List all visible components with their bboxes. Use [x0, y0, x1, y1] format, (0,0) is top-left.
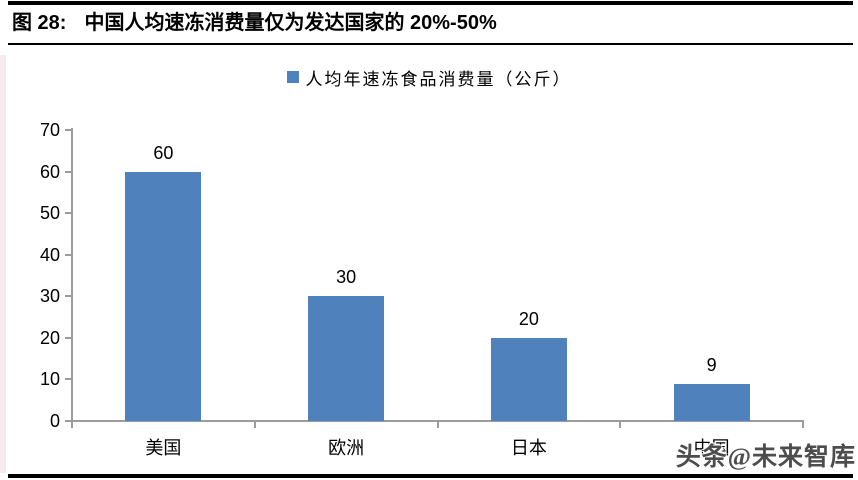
legend-label: 人均年速冻食品消费量（公斤）	[305, 69, 572, 89]
bar	[673, 383, 750, 421]
category-label: 欧洲	[328, 438, 365, 458]
y-tick-label: 20	[39, 327, 60, 348]
y-axis-tick	[65, 336, 71, 339]
bottom-rule	[8, 474, 853, 478]
x-axis-tick	[619, 422, 622, 428]
bar-value-label: 20	[518, 308, 539, 329]
y-tick-label: 60	[39, 161, 60, 182]
y-tick-label: 50	[39, 203, 60, 224]
y-tick-label: 10	[39, 369, 60, 390]
x-axis-tick	[802, 422, 804, 428]
figure-number-label: 图 28:	[12, 12, 67, 34]
x-axis-tick	[436, 422, 439, 428]
bar-value-label: 9	[706, 354, 717, 375]
figure-title: 图 28: 中国人均速冻消费量仅为发达国家的 20%-50%	[12, 10, 842, 36]
x-axis-tick	[253, 422, 256, 428]
y-axis-tick	[65, 170, 71, 173]
y-tick-label: 30	[39, 286, 60, 307]
bar	[125, 171, 202, 421]
y-axis-tick	[65, 129, 71, 131]
chart-legend: 人均年速冻食品消费量（公斤）	[0, 62, 858, 92]
y-axis-tick	[65, 378, 71, 381]
top-rule	[8, 1, 853, 5]
y-axis-tick	[65, 420, 71, 422]
bar	[308, 296, 385, 421]
category-label: 日本	[510, 438, 547, 458]
figure-title-text: 中国人均速冻消费量仅为发达国家的 20%-50%	[84, 12, 497, 34]
y-axis-tick	[65, 253, 71, 256]
y-tick-label: 0	[49, 411, 60, 431]
legend-swatch	[286, 71, 299, 83]
page-edge-artifact	[0, 55, 6, 473]
y-axis-tick	[65, 295, 71, 298]
watermark: 头条@未来智库	[675, 444, 856, 471]
x-axis-line	[71, 420, 804, 422]
y-tick-label: 40	[39, 244, 60, 265]
x-axis-tick	[71, 422, 73, 428]
title-divider-rule	[8, 43, 853, 45]
y-tick-label: 70	[39, 120, 60, 140]
bar-value-label: 30	[336, 267, 357, 288]
bar	[490, 337, 567, 421]
y-axis-tick	[65, 212, 71, 215]
bar-value-label: 60	[153, 142, 174, 163]
category-label: 美国	[145, 438, 182, 458]
y-axis-line	[71, 128, 73, 422]
category-label: 中国	[693, 438, 730, 458]
